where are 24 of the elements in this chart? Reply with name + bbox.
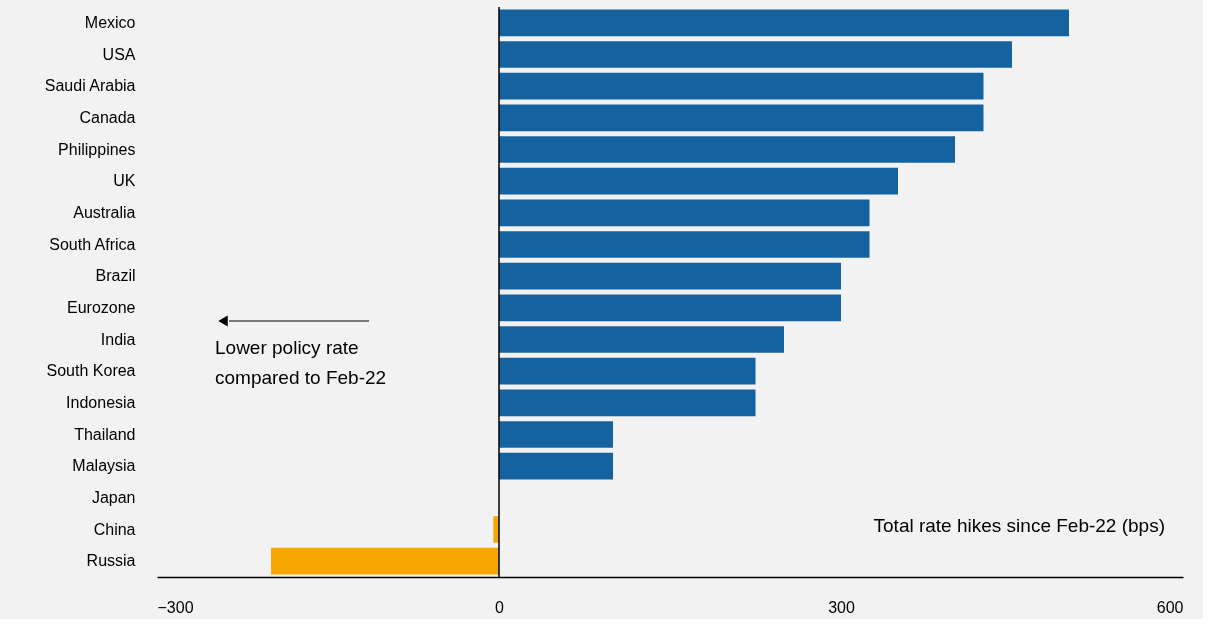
- y-tick-label: UK: [113, 172, 136, 190]
- y-tick-label: India: [100, 330, 136, 348]
- y-tick-label: Canada: [79, 108, 136, 126]
- y-tick-label: Eurozone: [67, 298, 136, 316]
- x-tick-label: −300: [157, 598, 194, 616]
- y-tick-label: China: [93, 520, 136, 538]
- annotation: Total rate hikes since Feb-22 (bps): [873, 515, 1165, 536]
- y-tick-label: Japan: [91, 488, 136, 506]
- annotation: Lower policy rate compared to Feb-22: [215, 337, 387, 388]
- y-tick-label: South Korea: [46, 362, 136, 380]
- y-tick-label: Saudi Arabia: [44, 77, 136, 95]
- x-tick-label: 300: [828, 598, 855, 616]
- x-tick-label: 0: [495, 598, 505, 616]
- y-tick-label: USA: [102, 45, 136, 63]
- y-tick-label: Malaysia: [72, 457, 136, 475]
- y-tick-label: Russia: [86, 552, 136, 570]
- y-tick-label: Thailand: [74, 425, 136, 443]
- y-tick-label: Indonesia: [66, 393, 136, 411]
- y-tick-label: Australia: [73, 203, 136, 221]
- y-tick-label: Philippines: [58, 140, 136, 158]
- y-tick-label: South Africa: [49, 235, 136, 253]
- y-tick-label: Brazil: [95, 267, 136, 285]
- y-tick-label: Mexico: [84, 13, 136, 31]
- x-tick-label: 600: [1156, 598, 1184, 616]
